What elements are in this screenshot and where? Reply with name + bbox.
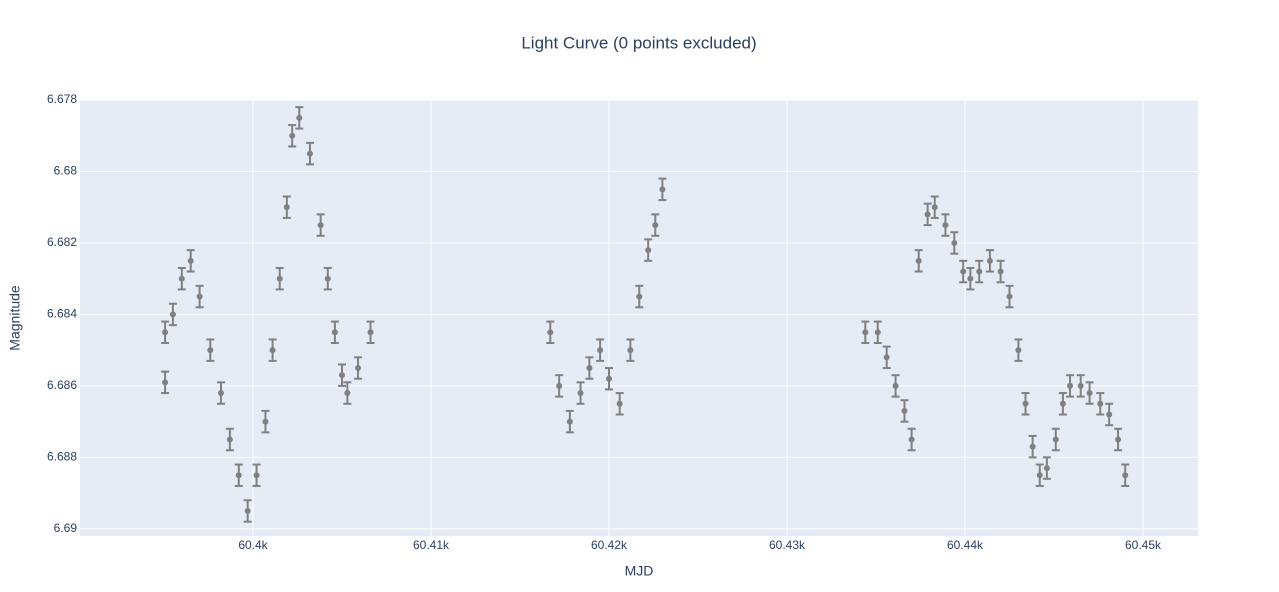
data-point [276, 275, 283, 282]
data-point [296, 114, 303, 121]
data-point [235, 472, 242, 479]
data-point [317, 222, 324, 229]
data-point [951, 239, 958, 246]
data-point [901, 407, 908, 414]
data-point [178, 275, 185, 282]
data-point [289, 132, 296, 139]
data-point [924, 211, 931, 218]
data-point [162, 329, 169, 336]
data-point [597, 347, 604, 354]
data-point [262, 418, 269, 425]
data-point [1052, 436, 1059, 443]
data-point [344, 390, 351, 397]
data-point [1059, 400, 1066, 407]
data-point [1086, 390, 1093, 397]
data-point [577, 390, 584, 397]
y-tick-label: 6.688 [47, 450, 77, 464]
data-point [196, 293, 203, 300]
data-point [1006, 293, 1013, 300]
chart-title: Light Curve (0 points excluded) [521, 33, 756, 52]
data-point [367, 329, 374, 336]
data-point [217, 390, 224, 397]
data-point [883, 354, 890, 361]
data-point [1029, 443, 1036, 450]
y-tick-label: 6.69 [54, 521, 78, 535]
data-point [931, 204, 938, 211]
x-tick-label: 60.42k [591, 538, 628, 552]
data-point [547, 329, 554, 336]
data-point [1043, 465, 1050, 472]
x-tick-label: 60.43k [769, 538, 806, 552]
data-point [355, 365, 362, 372]
x-tick-label: 60.45k [1125, 538, 1162, 552]
x-tick-label: 60.44k [947, 538, 984, 552]
data-point [253, 472, 260, 479]
data-point [960, 268, 967, 275]
data-point [1036, 472, 1043, 479]
y-tick-label: 6.686 [47, 378, 77, 392]
y-tick-label: 6.682 [47, 235, 77, 249]
data-point [862, 329, 869, 336]
y-tick-label: 6.68 [54, 164, 78, 178]
data-point [1115, 436, 1122, 443]
data-point [976, 268, 983, 275]
data-point [606, 375, 613, 382]
data-point [1077, 382, 1084, 389]
data-point [556, 382, 563, 389]
data-point [659, 186, 666, 193]
data-point [997, 268, 1004, 275]
data-point [942, 222, 949, 229]
data-point [1097, 400, 1104, 407]
data-point [187, 257, 194, 264]
y-tick-label: 6.684 [47, 307, 77, 321]
data-point [306, 150, 313, 157]
data-point [331, 329, 338, 336]
data-point [207, 347, 214, 354]
data-point [986, 257, 993, 264]
data-point [1067, 382, 1074, 389]
data-point [636, 293, 643, 300]
data-point [908, 436, 915, 443]
data-point [226, 436, 233, 443]
x-axis-title: MJD [625, 563, 654, 579]
data-point [269, 347, 276, 354]
x-tick-label: 60.41k [413, 538, 450, 552]
data-point [652, 222, 659, 229]
y-axis-title: Magnitude [7, 285, 23, 351]
data-point [324, 275, 331, 282]
y-tick-label: 6.678 [47, 92, 77, 106]
data-point [874, 329, 881, 336]
data-point [616, 400, 623, 407]
data-point [645, 247, 652, 254]
data-point [1015, 347, 1022, 354]
data-point [339, 372, 346, 379]
data-point [283, 204, 290, 211]
data-point [892, 382, 899, 389]
data-point [627, 347, 634, 354]
data-point [162, 379, 169, 386]
data-point [967, 275, 974, 282]
data-point [566, 418, 573, 425]
data-point [244, 507, 251, 514]
x-tick-label: 60.4k [238, 538, 268, 552]
data-point [915, 257, 922, 264]
data-point [1106, 411, 1113, 418]
plot-area [80, 100, 1198, 536]
data-point [1022, 400, 1029, 407]
data-point [1122, 472, 1129, 479]
data-point [586, 365, 593, 372]
data-point [169, 311, 176, 318]
